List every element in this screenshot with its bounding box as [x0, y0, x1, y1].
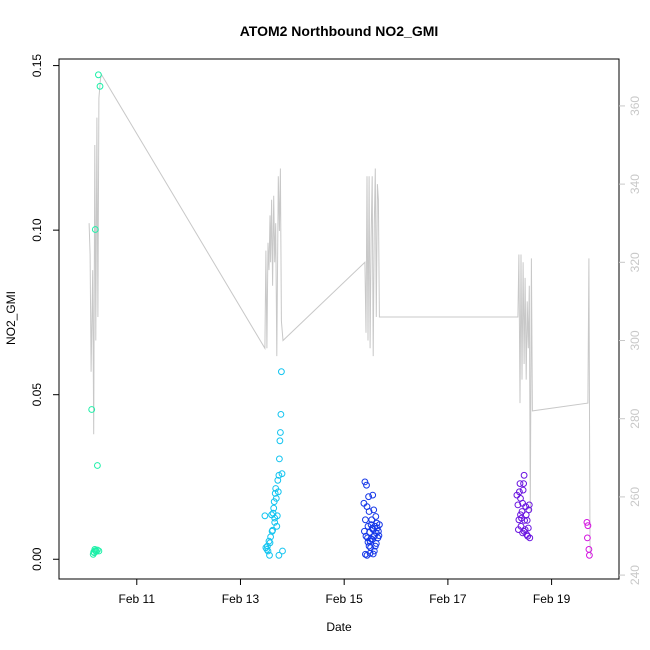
data-point [374, 524, 381, 532]
chart-title: ATOM2 Northbound NO2_GMI [240, 23, 439, 39]
data-point [524, 532, 532, 540]
data-point [519, 499, 526, 507]
data-point [368, 516, 376, 524]
data-point [270, 504, 278, 512]
data-point [584, 534, 591, 542]
data-point [519, 486, 527, 494]
y-axis: 0.00 0.05 0.10 0.15 [30, 54, 59, 571]
data-point [520, 471, 528, 479]
data-point [277, 411, 285, 418]
data-point [276, 437, 284, 445]
x-tick-label: Feb 13 [222, 592, 260, 606]
data-point [584, 522, 592, 530]
data-point [524, 524, 532, 532]
altitude-line [88, 73, 591, 556]
data-point [361, 478, 369, 486]
data-point [95, 71, 102, 79]
altitude-line-layer [88, 73, 591, 556]
y2-tick-label: 300 [628, 330, 642, 350]
data-point [372, 540, 380, 547]
data-point [525, 501, 533, 509]
data-point [526, 534, 534, 542]
data-point [264, 547, 272, 555]
y2-tick-label: 360 [628, 96, 642, 116]
data-point [95, 547, 103, 555]
data-point [362, 516, 369, 524]
data-point [278, 470, 286, 478]
data-point [362, 532, 370, 540]
data-point [375, 527, 382, 535]
data-point [272, 495, 280, 502]
data-point [518, 508, 526, 515]
data-point [520, 527, 528, 535]
y-tick-label: 0.00 [30, 547, 44, 571]
data-point [516, 488, 523, 496]
data-point [90, 549, 98, 557]
data-point [91, 226, 99, 233]
data-point [362, 550, 369, 558]
data-point [514, 501, 522, 509]
data-point [375, 532, 383, 539]
data-point [276, 455, 283, 463]
x-tick-label: Feb 15 [326, 592, 364, 606]
y2-tick-label: 240 [628, 565, 642, 585]
data-point [363, 481, 370, 489]
data-point [265, 537, 273, 545]
data-point [368, 524, 376, 532]
data-point [369, 550, 377, 558]
data-point [523, 517, 531, 524]
x-tick-label: Feb 19 [533, 592, 571, 606]
plot-frame [58, 58, 620, 580]
y2-tick-label: 280 [628, 408, 642, 428]
x-tick-label: Feb 17 [429, 592, 467, 606]
data-point [525, 506, 533, 514]
data-point [365, 508, 373, 515]
data-point [370, 547, 378, 555]
data-point [376, 521, 383, 529]
data-point [271, 519, 279, 526]
y2-tick-label: 340 [628, 174, 642, 194]
data-point [266, 539, 274, 547]
data-point [586, 551, 593, 559]
y-tick-label: 0.05 [30, 383, 44, 407]
data-point [275, 551, 283, 559]
x-tick-label: Feb 11 [119, 592, 156, 606]
data-point [517, 522, 525, 530]
y2-axis: 240 260 280 300 320 340 360 [619, 96, 642, 585]
data-point [273, 522, 281, 530]
x-axis-label: Date [326, 620, 352, 634]
data-point [517, 511, 524, 519]
data-point [274, 476, 282, 484]
y-tick-label: 0.15 [30, 54, 44, 78]
data-point [266, 551, 273, 559]
points-layer [88, 71, 593, 559]
data-point [520, 480, 527, 488]
data-point [261, 512, 269, 520]
data-point [516, 480, 524, 488]
data-point [365, 493, 373, 501]
y2-tick-label: 320 [628, 252, 642, 272]
data-point [583, 519, 591, 526]
y-axis-label: NO2_GMI [4, 291, 18, 345]
data-point [277, 429, 284, 436]
data-point [364, 538, 372, 546]
data-point [585, 546, 593, 553]
data-point [369, 491, 377, 499]
data-point [278, 368, 285, 376]
x-axis: Feb 11 Feb 13 Feb 15 Feb 17 Feb 19 [119, 579, 571, 606]
data-point [279, 547, 286, 555]
data-point [88, 406, 96, 413]
data-point [96, 82, 104, 90]
data-point [273, 512, 281, 520]
data-point [365, 542, 373, 550]
data-point [269, 526, 277, 534]
y-tick-label: 0.10 [30, 218, 44, 242]
data-point [274, 488, 282, 496]
y2-tick-label: 260 [628, 487, 642, 507]
data-point [263, 546, 271, 553]
data-point [370, 506, 378, 514]
data-point [372, 513, 380, 520]
data-point [94, 462, 101, 469]
